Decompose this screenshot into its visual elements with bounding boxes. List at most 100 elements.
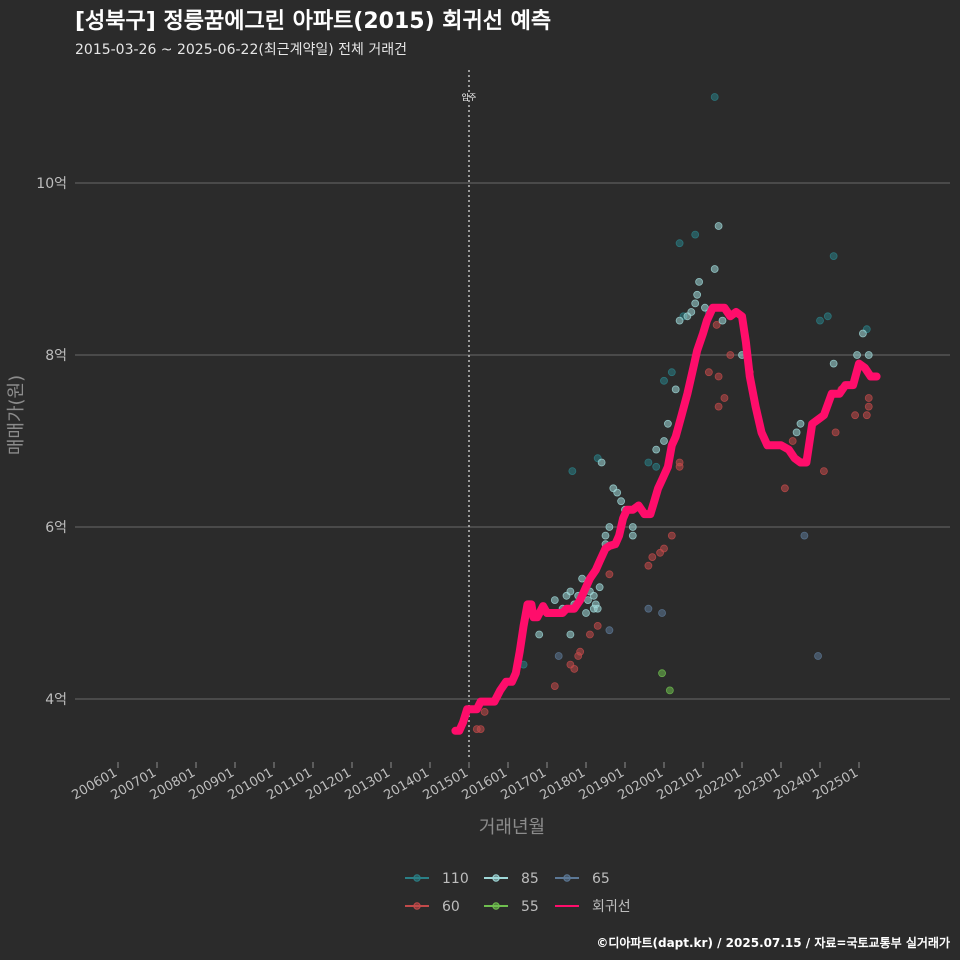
point-110 xyxy=(644,458,653,467)
point-85 xyxy=(601,531,610,540)
point-60 xyxy=(480,708,489,716)
point-85 xyxy=(671,385,680,394)
point-85 xyxy=(597,458,606,467)
point-60 xyxy=(576,647,585,656)
legend-label: 회귀선 xyxy=(592,899,631,915)
point-60 xyxy=(550,682,559,690)
point-85 xyxy=(595,583,604,592)
point-60 xyxy=(476,725,485,733)
point-60 xyxy=(726,351,735,359)
x-axis: 2006012007012008012009012010012011012012… xyxy=(70,762,861,803)
point-65 xyxy=(605,626,614,635)
point-60 xyxy=(704,368,713,377)
point-60 xyxy=(648,553,657,561)
y-tick-label: 6억 xyxy=(45,520,67,536)
point-60 xyxy=(864,394,873,402)
legend-key-point xyxy=(492,874,500,882)
point-85 xyxy=(853,351,861,359)
point-55 xyxy=(658,669,666,678)
chart-title: [성북구] 정릉꿈에그린 아파트(2015) 회귀선 예측 xyxy=(75,9,551,34)
point-60 xyxy=(714,372,723,381)
point-60 xyxy=(660,544,668,553)
point-85 xyxy=(582,609,590,617)
point-85 xyxy=(718,316,727,325)
point-85 xyxy=(550,596,559,604)
point-65 xyxy=(554,652,563,660)
point-85 xyxy=(675,316,684,325)
point-85 xyxy=(792,428,801,437)
legend-label: 55 xyxy=(521,899,539,915)
point-85 xyxy=(589,604,598,613)
point-85 xyxy=(796,419,805,428)
point-85 xyxy=(628,531,637,540)
legend-label: 85 xyxy=(521,871,539,887)
point-85 xyxy=(605,523,614,531)
point-110 xyxy=(691,230,700,239)
point-60 xyxy=(864,402,873,411)
point-55 xyxy=(665,686,674,695)
grid xyxy=(75,182,950,700)
point-60 xyxy=(586,630,594,639)
point-85 xyxy=(566,587,575,596)
legend-key-point xyxy=(492,902,500,910)
point-110 xyxy=(710,93,719,101)
point-85 xyxy=(687,308,696,316)
point-85 xyxy=(664,419,672,428)
point-85 xyxy=(859,329,867,338)
y-tick-label: 4억 xyxy=(45,692,67,708)
point-110 xyxy=(568,467,577,476)
point-60 xyxy=(605,570,614,579)
point-85 xyxy=(693,290,702,299)
legend-label: 110 xyxy=(442,871,469,887)
point-60 xyxy=(667,531,676,540)
x-tick-label: 202501 xyxy=(811,765,861,803)
point-85 xyxy=(695,277,703,286)
point-85 xyxy=(864,351,873,359)
point-60 xyxy=(781,484,789,493)
point-60 xyxy=(820,467,828,476)
y-tick-label: 8억 xyxy=(45,348,67,364)
point-110 xyxy=(816,316,824,325)
regression-line xyxy=(451,303,881,735)
x-axis-title: 거래년월 xyxy=(479,817,545,838)
scatter-points xyxy=(472,93,875,733)
point-110 xyxy=(660,376,668,385)
point-85 xyxy=(829,359,838,368)
regression-layer xyxy=(451,303,881,735)
point-85 xyxy=(652,445,661,454)
legend: 110 60 85 55 65 회귀선 xyxy=(405,871,631,915)
point-60 xyxy=(712,320,721,329)
point-85 xyxy=(691,299,700,308)
point-110 xyxy=(652,462,661,471)
point-60 xyxy=(788,437,797,445)
point-85 xyxy=(628,523,637,531)
point-85 xyxy=(617,497,625,506)
point-60 xyxy=(851,411,859,420)
legend-label: 65 xyxy=(592,871,610,887)
point-85 xyxy=(714,222,723,230)
point-65 xyxy=(658,609,666,617)
point-85 xyxy=(589,591,598,600)
caption: ©디아파트(dapt.kr) / 2025.07.15 / 자료=국토교통부 실… xyxy=(596,935,950,950)
annotation: 입주 xyxy=(462,70,477,760)
point-110 xyxy=(667,368,676,377)
point-60 xyxy=(831,428,840,437)
point-110 xyxy=(823,312,832,321)
point-60 xyxy=(570,665,579,673)
point-110 xyxy=(829,252,838,261)
legend-key-point xyxy=(563,874,571,882)
point-85 xyxy=(535,630,544,639)
point-85 xyxy=(660,437,668,445)
legend-label: 60 xyxy=(442,899,460,915)
y-tick-label: 10억 xyxy=(36,176,67,192)
legend-key-point xyxy=(413,874,421,882)
point-60 xyxy=(593,622,602,630)
y-axis: 4억 6억 8억 10억 xyxy=(36,176,67,708)
move-in-label: 입주 xyxy=(462,93,477,102)
legend-key-point xyxy=(413,902,421,910)
point-65 xyxy=(800,531,809,540)
point-60 xyxy=(862,411,871,420)
point-110 xyxy=(675,239,684,248)
y-axis-title: 매매가(원) xyxy=(6,375,27,455)
